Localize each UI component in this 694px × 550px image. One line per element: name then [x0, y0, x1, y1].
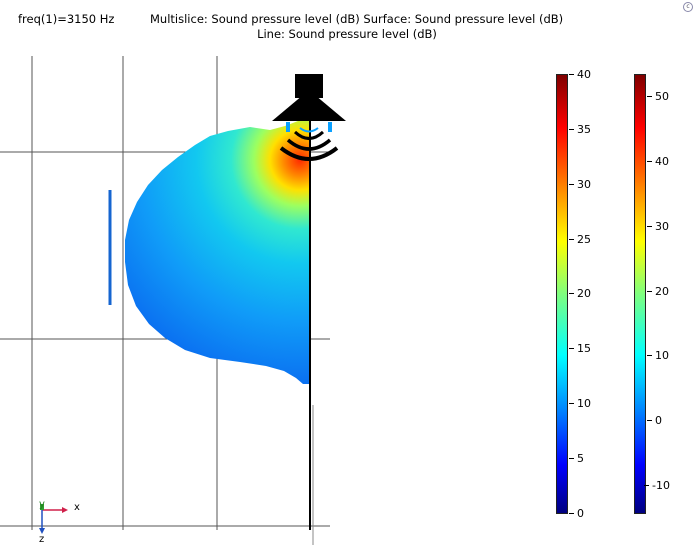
sound-field-surface: [125, 121, 310, 384]
speaker-icon: [272, 74, 346, 161]
colorbar1-tick: 5: [569, 452, 584, 465]
colorbar1-tick: 35: [569, 123, 591, 136]
colorbar2-tick: 50: [647, 90, 669, 103]
colorbar1-tick: 10: [569, 397, 591, 410]
frequency-label: freq(1)=3150 Hz: [18, 12, 115, 26]
colorbar2-tick: 30: [647, 220, 669, 233]
colorbar-line: [634, 74, 646, 514]
axis-x-label: x: [74, 502, 80, 513]
colorbar1-tick: 25: [569, 233, 591, 246]
axis-y-label: y: [39, 499, 45, 510]
colorbar1-tick: 0: [569, 507, 584, 520]
axis-z-label: z: [39, 534, 45, 545]
colorbar1-tick: 20: [569, 287, 591, 300]
colorbar2-tick: 0: [647, 414, 662, 427]
colorbar2-tick: -10: [644, 479, 670, 492]
colorbar-surface: [556, 74, 568, 514]
colorbar1-tick: 30: [569, 178, 591, 191]
colorbar2-tick: 20: [647, 285, 669, 298]
plot-title-line1: Multislice: Sound pressure level (dB) Su…: [150, 12, 564, 26]
plot-title-line2: Line: Sound pressure level (dB): [257, 27, 437, 41]
colorbar1-tick: 15: [569, 342, 591, 355]
colorbar2-tick: 10: [647, 349, 669, 362]
colorbar1-tick: 40: [569, 68, 591, 81]
corner-indicator-icon[interactable]: c: [683, 2, 693, 12]
colorbar2-tick: 40: [647, 155, 669, 168]
axis-triad-icon: y x z: [30, 496, 90, 546]
